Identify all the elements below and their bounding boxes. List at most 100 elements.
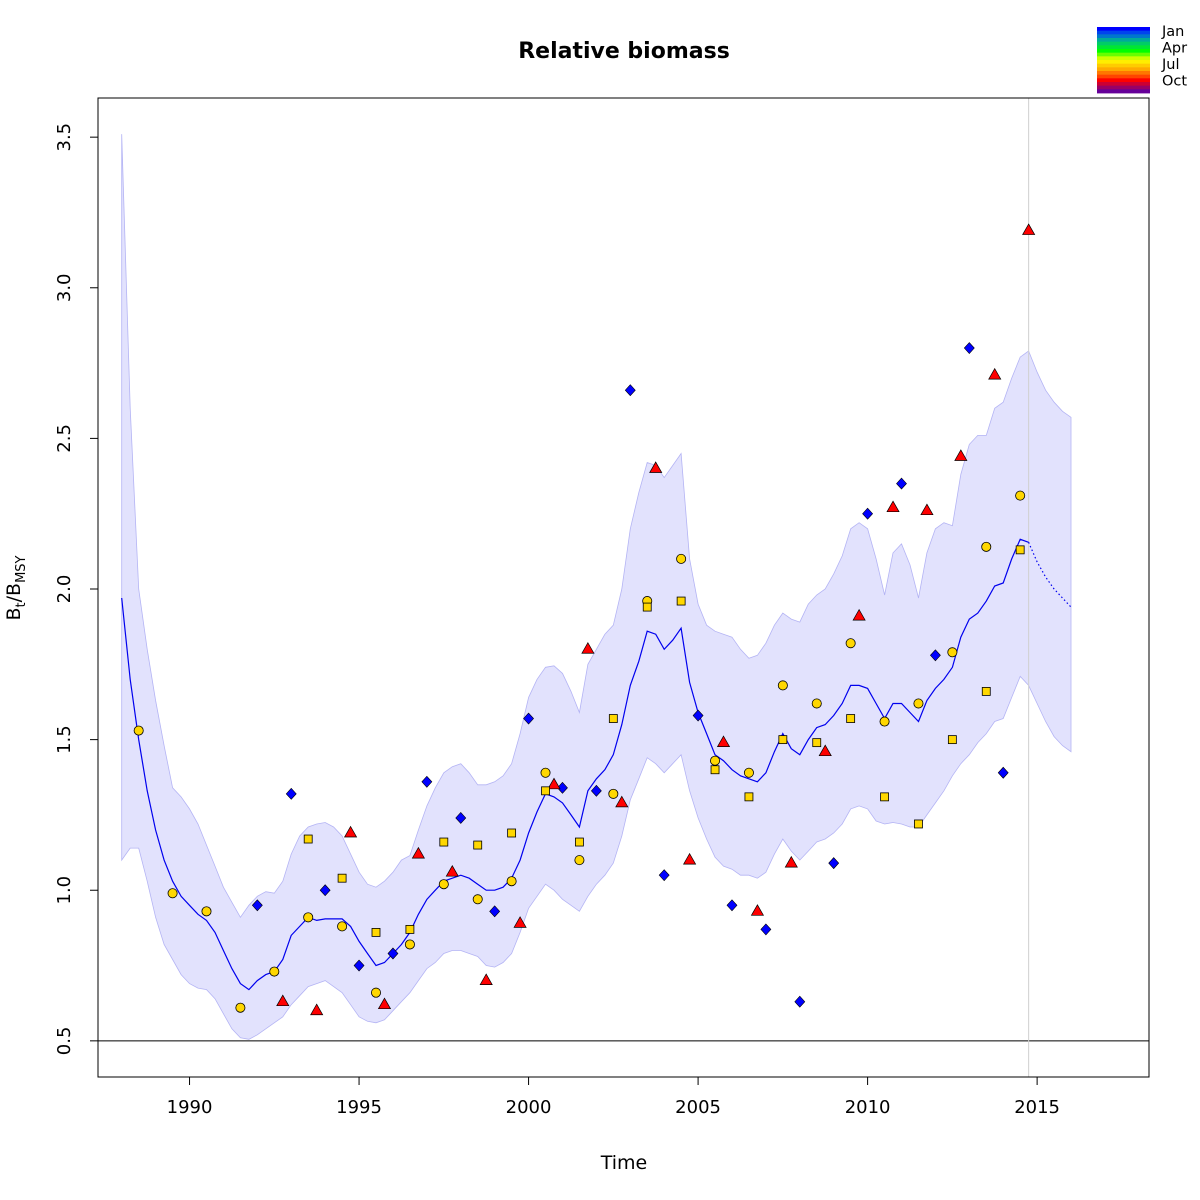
- data-point-circle: [201, 906, 212, 917]
- data-point-triangle: [445, 864, 459, 877]
- square-series: [303, 545, 1025, 937]
- y-tick-label: 1.5: [54, 725, 75, 754]
- y-tick-label: 3.0: [54, 273, 75, 302]
- data-point-circle: [540, 767, 551, 778]
- data-point-circle: [438, 879, 449, 890]
- data-point-square: [846, 714, 856, 723]
- data-point-circle: [472, 894, 483, 905]
- data-point-circle: [879, 716, 890, 727]
- data-point-circle: [337, 921, 348, 932]
- data-point-triangle: [310, 1003, 324, 1016]
- data-point-triangle: [716, 735, 731, 747]
- legend-color-swatch: [1097, 74, 1150, 79]
- legend-color-swatch: [1097, 41, 1150, 46]
- data-point-square: [778, 735, 788, 745]
- y-axis-label-sub-msy: MSY: [14, 555, 29, 582]
- data-point-square: [371, 928, 381, 937]
- legend-color-swatch: [1097, 63, 1150, 68]
- data-point-triangle: [547, 777, 561, 790]
- data-point-diamond: [862, 507, 874, 520]
- x-axis: 1990 1995 2000 2005 2010 2015: [167, 1076, 1060, 1118]
- legend-color-swatch: [1097, 82, 1150, 87]
- data-point-circle: [947, 647, 958, 658]
- x-tick-label: 1995: [336, 1097, 382, 1118]
- plot-area: [98, 98, 1149, 1077]
- data-point-triangle: [784, 855, 798, 868]
- data-point-circle: [676, 553, 687, 564]
- data-point-circle: [506, 876, 517, 887]
- legend-color-swatch: [1097, 56, 1150, 61]
- data-point-diamond: [455, 811, 467, 824]
- legend-color-swatch: [1097, 49, 1150, 54]
- x-tick-label: 2010: [845, 1097, 891, 1118]
- data-point-circle: [777, 680, 788, 691]
- y-tick-label: 2.5: [54, 424, 75, 453]
- y-tick-label: 1.0: [54, 876, 75, 905]
- data-point-square: [981, 687, 991, 696]
- confidence-band: [121, 134, 1072, 1040]
- data-point-circle: [133, 725, 144, 736]
- data-point-circle: [404, 939, 415, 950]
- data-point-circle: [303, 912, 314, 923]
- data-point-triangle: [649, 461, 663, 473]
- data-point-diamond: [726, 899, 738, 912]
- data-point-diamond: [963, 342, 975, 354]
- data-point-diamond: [285, 787, 297, 800]
- data-point-circle: [811, 698, 822, 709]
- y-tick-label: 2.0: [54, 575, 75, 604]
- data-point-circle: [371, 987, 382, 998]
- data-point-square: [642, 602, 652, 612]
- legend-color-swatch: [1097, 38, 1150, 43]
- legend-label: Apr: [1162, 41, 1187, 57]
- data-point-diamond: [930, 649, 941, 662]
- x-tick-label: 1990: [167, 1097, 213, 1118]
- data-point-diamond: [319, 884, 331, 897]
- data-point-circle: [845, 638, 856, 649]
- circle-series: [133, 490, 1026, 1013]
- data-point-square: [405, 924, 415, 934]
- y-tick-label: 0.5: [54, 1027, 75, 1056]
- data-point-diamond: [489, 905, 501, 918]
- chart-title: Relative biomass: [518, 39, 730, 64]
- data-point-diamond: [760, 923, 772, 936]
- data-point-square: [880, 792, 889, 802]
- legend-color-swatch: [1097, 85, 1150, 90]
- data-point-circle: [981, 541, 992, 552]
- y-axis-label-slash: /B: [3, 583, 25, 602]
- data-point-square: [303, 834, 313, 844]
- data-point-triangle: [615, 795, 629, 808]
- legend-label: Oct: [1162, 74, 1187, 90]
- data-point-circle: [913, 698, 924, 709]
- data-point-square: [439, 837, 449, 847]
- data-point-square: [744, 792, 754, 802]
- data-point-square: [914, 819, 923, 829]
- x-tick-label: 2015: [1014, 1097, 1060, 1118]
- triangle-series: [276, 223, 1036, 1016]
- legend-color-swatch: [1097, 27, 1150, 32]
- data-point-diamond: [251, 899, 263, 912]
- data-point-circle: [167, 888, 178, 899]
- data-point-circle: [1015, 490, 1026, 501]
- legend-color-swatch: [1097, 45, 1150, 50]
- data-point-diamond: [421, 775, 433, 788]
- data-point-triangle: [920, 503, 934, 516]
- data-point-diamond: [590, 784, 602, 797]
- data-point-diamond: [794, 995, 806, 1008]
- data-point-diamond: [997, 766, 1009, 779]
- y-axis-label-main: B: [3, 607, 25, 620]
- data-point-triangle: [276, 994, 290, 1007]
- y-tick-label: 3.5: [54, 123, 75, 152]
- data-point-diamond: [557, 781, 568, 794]
- legend-color-swatch: [1097, 67, 1150, 72]
- data-point-triangle: [513, 916, 527, 928]
- data-point-square: [812, 738, 822, 748]
- legend-color-swatch: [1097, 30, 1150, 35]
- data-point-square: [541, 786, 550, 796]
- data-point-triangle: [954, 449, 968, 461]
- data-point-diamond: [896, 477, 907, 490]
- y-axis-label: Bt/BMSY: [3, 555, 29, 620]
- data-point-diamond: [353, 959, 365, 972]
- legend-color-swatch: [1097, 60, 1150, 65]
- data-point-diamond: [624, 384, 636, 397]
